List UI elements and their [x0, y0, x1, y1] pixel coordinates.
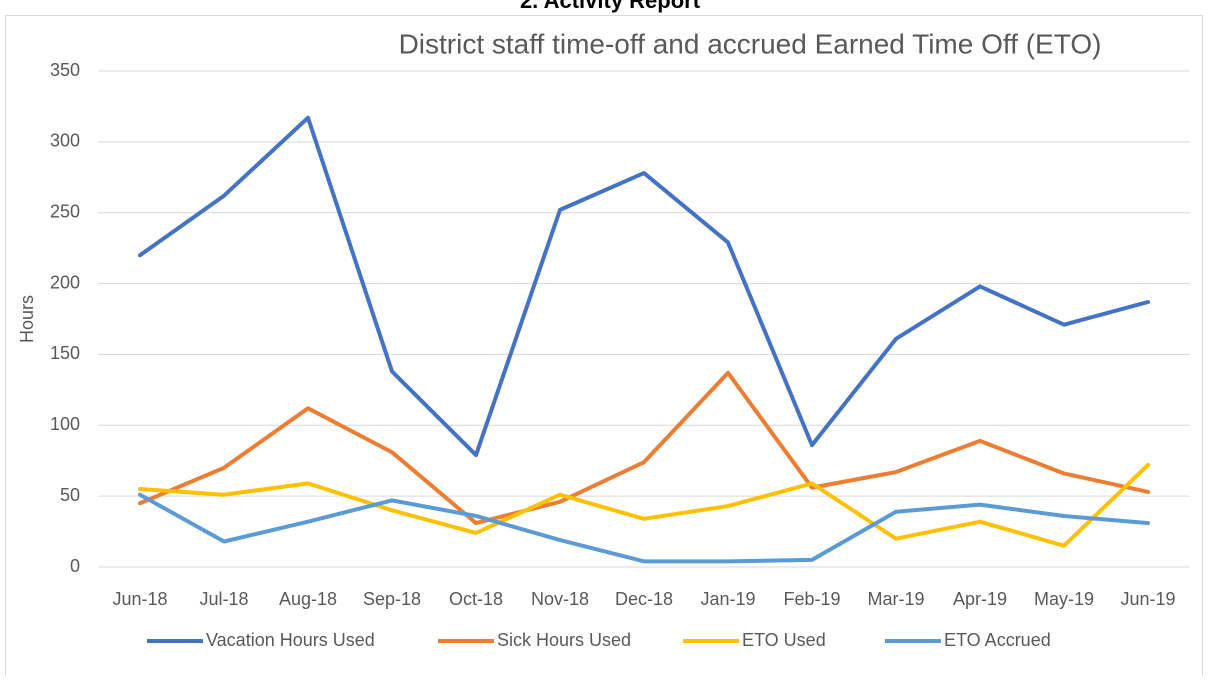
y-axis-label: Hours: [17, 295, 37, 343]
x-tick-label: Mar-19: [867, 589, 924, 609]
x-tick-label: Sep-18: [363, 589, 421, 609]
x-tick-label: Apr-19: [953, 589, 1007, 609]
legend-label: ETO Accrued: [944, 630, 1051, 650]
x-tick-label: Dec-18: [615, 589, 673, 609]
y-tick-label: 350: [50, 60, 80, 80]
chart-title: District staff time-off and accrued Earn…: [399, 28, 1102, 59]
legend-label: Sick Hours Used: [497, 630, 631, 650]
x-tick-label: Feb-19: [783, 589, 840, 609]
y-tick-label: 200: [50, 272, 80, 292]
x-tick-label: May-19: [1034, 589, 1094, 609]
x-tick-label: Jan-19: [700, 589, 755, 609]
y-tick-label: 150: [50, 343, 80, 363]
x-tick-label: Aug-18: [279, 589, 337, 609]
x-tick-label: Oct-18: [449, 589, 503, 609]
x-tick-label: Nov-18: [531, 589, 589, 609]
legend-label: ETO Used: [742, 630, 826, 650]
chart-frame: [5, 15, 1203, 681]
x-tick-label: Jun-19: [1120, 589, 1175, 609]
series-line: [138, 370, 1150, 526]
legend-label: Vacation Hours Used: [206, 630, 375, 650]
y-tick-label: 300: [50, 131, 80, 151]
x-tick-label: Jun-18: [112, 589, 167, 609]
y-tick-label: 100: [50, 414, 80, 434]
y-tick-label: 50: [60, 485, 80, 505]
series-line: [138, 115, 1150, 458]
series-line: [138, 492, 1150, 564]
y-tick-label: 0: [70, 556, 80, 576]
page-heading: 2. Activity Report: [520, 0, 701, 13]
y-tick-label: 250: [50, 201, 80, 221]
x-tick-label: Jul-18: [199, 589, 248, 609]
series-line: [138, 462, 1150, 548]
